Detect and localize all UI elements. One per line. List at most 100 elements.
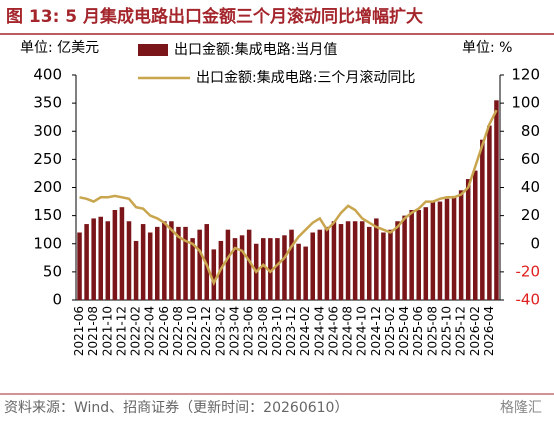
x-tick-label: 2023-10 — [270, 306, 284, 356]
y-tick-label: 200 — [33, 178, 62, 196]
y2-tick-label: 80 — [521, 122, 540, 140]
bar — [211, 249, 217, 300]
x-tick-label: 2024-12 — [369, 306, 383, 356]
y2-tick-label: -20 — [516, 262, 541, 280]
bar — [183, 226, 188, 300]
legend-label: 出口金额:集成电路:当月值 — [174, 41, 337, 58]
y2-tick-label: -40 — [516, 291, 541, 309]
bar — [119, 207, 125, 300]
bar — [204, 224, 209, 300]
x-tick-label: 2021-06 — [72, 306, 86, 356]
y-tick-label: 100 — [33, 234, 62, 252]
bar — [458, 190, 464, 300]
x-tick-label: 2026-02 — [468, 306, 482, 356]
bar — [197, 229, 202, 300]
bar — [282, 235, 287, 300]
bar — [465, 179, 471, 300]
x-tick-label: 2023-06 — [242, 306, 256, 356]
bar — [246, 229, 252, 300]
bar — [388, 229, 393, 300]
y2-tick-label: 40 — [521, 178, 540, 196]
x-tick-label: 2022-08 — [171, 306, 185, 356]
x-tick-label: 2023-04 — [228, 306, 242, 356]
bar — [296, 243, 301, 300]
x-tick-label: 2025-12 — [454, 306, 468, 356]
x-tick-label: 2021-10 — [100, 306, 114, 356]
bar — [261, 238, 266, 300]
watermark: 格隆汇 — [500, 400, 542, 416]
bar — [374, 218, 379, 300]
x-tick-label: 2025-06 — [411, 306, 425, 356]
bar — [324, 226, 330, 300]
bar — [275, 238, 280, 300]
y-unit: 单位: 亿美元 — [20, 40, 99, 56]
bar — [112, 210, 118, 300]
line — [79, 109, 498, 287]
x-tick-label: 2022-04 — [143, 306, 157, 356]
y2-tick-label: 20 — [521, 206, 540, 224]
bar — [480, 139, 485, 300]
x-tick-label: 2025-08 — [425, 306, 439, 356]
bar — [77, 232, 82, 300]
bar — [84, 224, 89, 300]
bar — [126, 221, 132, 300]
bar — [155, 226, 160, 300]
x-tick-label: 2024-02 — [298, 306, 312, 356]
x-tick-label: 2023-08 — [256, 306, 270, 356]
bar — [303, 246, 308, 300]
x-tick-label: 2025-10 — [440, 306, 454, 356]
bar — [162, 221, 167, 300]
bar — [494, 100, 499, 300]
bar — [359, 221, 365, 300]
x-tick-label: 2021-08 — [86, 306, 100, 356]
bar — [190, 238, 195, 300]
chart-title: 图 13: 5 月集成电路出口金额三个月滚动同比增幅扩大 — [6, 6, 423, 27]
bar — [409, 210, 414, 300]
bar — [395, 221, 400, 300]
bar — [402, 215, 407, 300]
bar — [232, 238, 238, 300]
bar — [176, 226, 181, 300]
x-tick-label: 2026-04 — [482, 306, 496, 356]
y-tick-label: 150 — [33, 206, 62, 224]
bar — [437, 201, 443, 300]
bar — [444, 198, 450, 300]
bar — [147, 232, 153, 300]
x-tick-label: 2024-08 — [341, 306, 355, 356]
bar — [98, 216, 103, 300]
y2-unit: 单位: % — [462, 40, 512, 56]
bar — [487, 125, 492, 300]
bar — [133, 240, 139, 300]
y2-tick-label: 120 — [511, 66, 540, 84]
bar — [331, 221, 337, 300]
x-tick-label: 2021-12 — [114, 306, 128, 356]
bar — [430, 201, 436, 300]
legend-label: 出口金额:集成电路:三个月滚动同比 — [196, 69, 415, 86]
y2-tick-label: 0 — [530, 234, 540, 252]
bar — [225, 229, 231, 300]
bar — [140, 224, 146, 300]
x-tick-label: 2024-06 — [326, 306, 340, 356]
bar — [317, 229, 323, 300]
y-tick-label: 350 — [33, 94, 62, 112]
bar — [310, 232, 315, 300]
bar — [367, 226, 372, 300]
x-tick-label: 2024-10 — [355, 306, 369, 356]
y-tick-label: 50 — [43, 262, 62, 280]
bar — [416, 210, 421, 300]
bar — [169, 221, 174, 300]
x-tick-label: 2023-12 — [284, 306, 298, 356]
bar — [338, 224, 344, 300]
y-tick-label: 300 — [33, 122, 62, 140]
x-tick-label: 2022-12 — [199, 306, 213, 356]
bar — [473, 170, 478, 300]
x-tick-label: 2024-04 — [312, 306, 326, 356]
bar — [381, 232, 386, 300]
bar — [105, 221, 111, 300]
legend-swatch — [138, 44, 168, 56]
x-tick-label: 2023-02 — [213, 306, 227, 356]
y-tick-label: 400 — [33, 66, 62, 84]
bar — [423, 207, 429, 300]
source: 资料来源：Wind、招商证券（更新时间：20260610） — [4, 400, 348, 416]
